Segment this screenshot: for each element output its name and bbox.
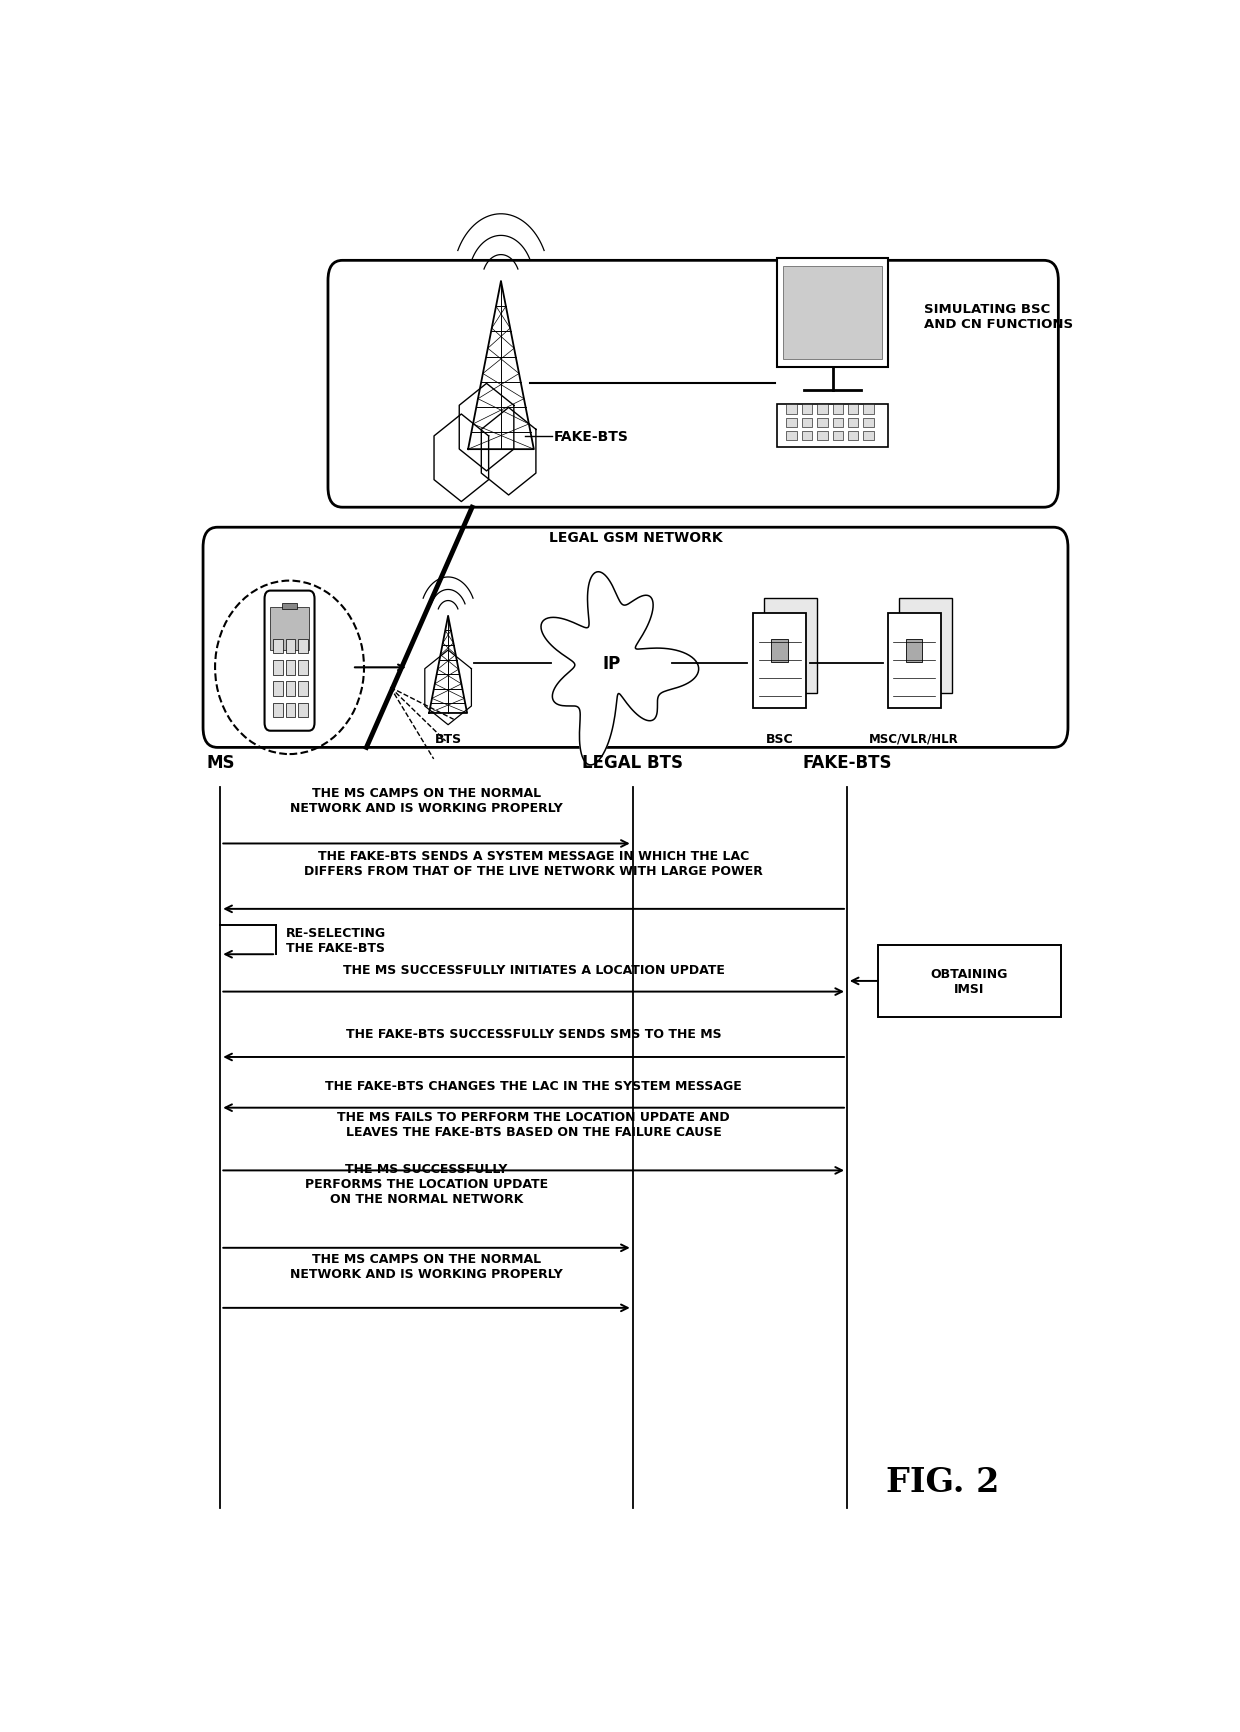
Bar (273, 660, 283, 675)
Bar (863, 405, 874, 414)
Text: OBTAINING
IMSI: OBTAINING IMSI (931, 968, 1008, 996)
Bar (285, 682, 295, 696)
Text: IP: IP (603, 655, 620, 674)
Bar (273, 682, 283, 696)
Text: MS: MS (206, 753, 234, 772)
Bar (298, 682, 308, 696)
Text: THE MS CAMPS ON THE NORMAL
NETWORK AND IS WORKING PROPERLY: THE MS CAMPS ON THE NORMAL NETWORK AND I… (290, 1252, 563, 1280)
FancyBboxPatch shape (888, 613, 941, 708)
FancyBboxPatch shape (899, 599, 951, 693)
Bar (298, 703, 308, 719)
Bar (273, 639, 283, 655)
Bar (281, 603, 298, 610)
FancyBboxPatch shape (878, 946, 1061, 1017)
Bar (832, 405, 843, 414)
Text: LEGAL GSM NETWORK: LEGAL GSM NETWORK (548, 530, 723, 544)
Bar (771, 639, 787, 663)
Bar (817, 405, 828, 414)
Text: MSC/VLR/HLR: MSC/VLR/HLR (869, 733, 959, 745)
Bar (832, 431, 843, 442)
Text: THE FAKE-BTS SENDS A SYSTEM MESSAGE IN WHICH THE LAC
DIFFERS FROM THAT OF THE LI: THE FAKE-BTS SENDS A SYSTEM MESSAGE IN W… (304, 849, 763, 878)
Bar (802, 405, 812, 414)
Bar (906, 639, 923, 663)
Bar (298, 660, 308, 675)
Text: BTS: BTS (434, 733, 461, 745)
Text: THE MS SUCCESSFULLY
PERFORMS THE LOCATION UPDATE
ON THE NORMAL NETWORK: THE MS SUCCESSFULLY PERFORMS THE LOCATIO… (305, 1162, 548, 1205)
FancyBboxPatch shape (264, 591, 315, 731)
Bar (285, 660, 295, 675)
FancyBboxPatch shape (777, 258, 888, 367)
Bar (848, 405, 858, 414)
Text: BSC: BSC (766, 733, 794, 745)
FancyBboxPatch shape (782, 267, 882, 360)
Bar (863, 431, 874, 442)
FancyBboxPatch shape (270, 608, 309, 651)
FancyBboxPatch shape (203, 528, 1068, 748)
FancyBboxPatch shape (777, 405, 888, 449)
Text: THE MS CAMPS ON THE NORMAL
NETWORK AND IS WORKING PROPERLY: THE MS CAMPS ON THE NORMAL NETWORK AND I… (290, 786, 563, 814)
Bar (817, 419, 828, 428)
FancyBboxPatch shape (764, 599, 817, 693)
Text: FAKE-BTS: FAKE-BTS (802, 753, 892, 772)
Text: THE FAKE-BTS CHANGES THE LAC IN THE SYSTEM MESSAGE: THE FAKE-BTS CHANGES THE LAC IN THE SYST… (325, 1079, 742, 1093)
Bar (863, 419, 874, 428)
Text: RE-SELECTING
THE FAKE-BTS: RE-SELECTING THE FAKE-BTS (285, 927, 386, 954)
Text: THE MS FAILS TO PERFORM THE LOCATION UPDATE AND
LEAVES THE FAKE-BTS BASED ON THE: THE MS FAILS TO PERFORM THE LOCATION UPD… (337, 1110, 730, 1138)
FancyBboxPatch shape (327, 262, 1058, 507)
Bar (285, 703, 295, 719)
Bar (285, 639, 295, 655)
Bar (802, 419, 812, 428)
Bar (832, 419, 843, 428)
Bar (848, 419, 858, 428)
Polygon shape (541, 572, 698, 766)
Text: SIMULATING BSC
AND CN FUNCTIONS: SIMULATING BSC AND CN FUNCTIONS (924, 303, 1073, 331)
Text: THE FAKE-BTS SUCCESSFULLY SENDS SMS TO THE MS: THE FAKE-BTS SUCCESSFULLY SENDS SMS TO T… (346, 1027, 722, 1039)
Text: THE MS SUCCESSFULLY INITIATES A LOCATION UPDATE: THE MS SUCCESSFULLY INITIATES A LOCATION… (342, 963, 724, 977)
Bar (786, 431, 797, 442)
Bar (273, 703, 283, 719)
FancyBboxPatch shape (753, 613, 806, 708)
Bar (802, 431, 812, 442)
Bar (848, 431, 858, 442)
Bar (298, 639, 308, 655)
Bar (786, 419, 797, 428)
Bar (786, 405, 797, 414)
Bar (817, 431, 828, 442)
Text: FAKE-BTS: FAKE-BTS (554, 430, 629, 443)
Text: FIG. 2: FIG. 2 (887, 1465, 999, 1498)
Text: LEGAL BTS: LEGAL BTS (582, 753, 683, 772)
